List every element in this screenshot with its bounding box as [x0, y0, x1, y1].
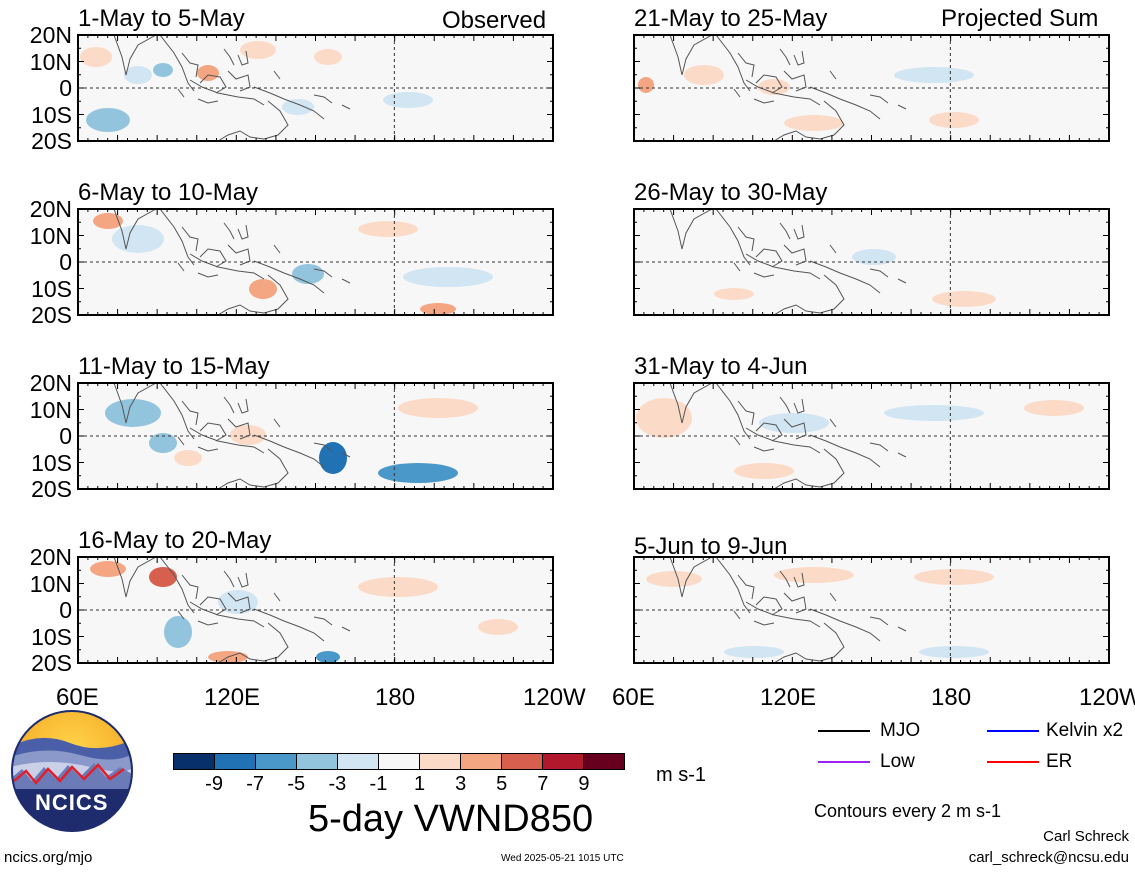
colorbar-swatch	[214, 754, 255, 769]
lat-label: 0	[59, 423, 72, 449]
observed-label: Observed	[442, 7, 547, 34]
map-panel-21-may-to-25-may	[633, 34, 1110, 142]
colorbar-tick-label: -7	[246, 773, 265, 795]
lat-label: 20S	[31, 128, 72, 154]
lon-label: 120W	[1079, 684, 1135, 711]
lon-label: 60E	[56, 684, 99, 711]
lat-label: 10S	[31, 275, 72, 302]
legend-line-mjo	[818, 730, 870, 732]
lon-label: 180	[931, 684, 972, 711]
colorbar-tick-label: -5	[287, 773, 306, 795]
panel-title: 21-May to 25-May	[634, 5, 828, 32]
colorbar-tick-label: 7	[537, 773, 549, 795]
plot-title: 5-day VWND850	[308, 798, 594, 840]
lat-label: 20S	[31, 650, 72, 676]
colorbar-swatch	[296, 754, 337, 769]
legend-label-mjo: MJO	[880, 720, 921, 741]
map-panel-6-may-to-10-may	[77, 208, 554, 316]
lat-label: 20N	[29, 370, 72, 396]
footer-email: carl_schreck@ncsu.edu	[968, 849, 1129, 866]
panel-title: 31-May to 4-Jun	[634, 353, 808, 380]
logo-text: NCICS	[35, 790, 109, 815]
lat-label: 10N	[29, 396, 72, 423]
lat-label: 20N	[29, 196, 72, 222]
lat-label: 10N	[29, 48, 72, 75]
lon-label: 120E	[760, 684, 817, 711]
legend-label-low: Low	[880, 751, 915, 772]
colorbar-swatch	[460, 754, 501, 769]
legend-label-er: ER	[1046, 751, 1073, 772]
colorbar-swatch	[378, 754, 419, 769]
colorbar-swatch	[542, 754, 583, 769]
lat-label: 20N	[29, 22, 72, 48]
colorbar-tick-label: -9	[205, 773, 223, 795]
colorbar-swatch	[337, 754, 378, 769]
colorbar-tick-label: 5	[496, 773, 508, 795]
lon-label: 120W	[523, 684, 586, 711]
colorbar-tick-label: 9	[578, 773, 590, 795]
colorbar-tick-label: 1	[413, 773, 426, 795]
map-panel-31-may-to-4-jun	[633, 382, 1110, 490]
legend-label-kelvin: Kelvin x2	[1046, 720, 1124, 741]
colorbar-tick-label: 3	[455, 773, 467, 795]
lat-label: 20S	[31, 302, 72, 328]
panel-title: 16-May to 20-May	[78, 527, 272, 554]
legend-line-kelvin	[987, 730, 1039, 732]
panel-title: 1-May to 5-May	[78, 5, 245, 32]
map-panel-26-may-to-30-may	[633, 208, 1110, 316]
map-panel-11-may-to-15-may	[77, 382, 554, 490]
lon-label: 60E	[612, 684, 655, 711]
lat-label: 20N	[29, 544, 72, 570]
legend-line-er	[987, 761, 1039, 763]
lon-label: 120E	[204, 684, 261, 711]
colorbar-tick-label: -3	[328, 773, 347, 795]
panel-title: 11-May to 15-May	[78, 353, 270, 380]
lon-label: 180	[375, 684, 416, 711]
lat-label: 10S	[31, 101, 72, 128]
colorbar	[173, 753, 625, 770]
lat-label: 0	[59, 249, 72, 275]
colorbar-units: m s-1	[656, 764, 706, 786]
panel-title: 6-May to 10-May	[78, 179, 259, 206]
colorbar-swatch	[255, 754, 296, 769]
ncics-logo	[11, 710, 133, 832]
map-panel-16-may-to-20-may	[77, 556, 554, 664]
footer-url: ncics.org/mjo	[4, 849, 93, 866]
lat-label: 10S	[31, 449, 72, 476]
panel-title: 26-May to 30-May	[634, 179, 828, 206]
map-panel-1-may-to-5-may	[77, 34, 554, 142]
footer-author: Carl Schreck	[1043, 828, 1129, 845]
lat-label: 0	[59, 75, 72, 101]
colorbar-swatch	[174, 754, 214, 769]
projected-sum-label: Projected Sum	[941, 5, 1099, 32]
map-panel-5-jun-to-9-jun	[633, 556, 1110, 664]
legend-line-low	[818, 761, 870, 763]
lat-label: 20S	[31, 476, 72, 502]
colorbar-tick-label: -1	[369, 773, 388, 795]
lat-label: 10S	[31, 623, 72, 650]
colorbar-swatch	[419, 754, 460, 769]
lat-label: 0	[59, 597, 72, 623]
contour-note: Contours every 2 m s-1	[814, 801, 1002, 821]
colorbar-swatch	[501, 754, 542, 769]
footer-timestamp: Wed 2025-05-21 1015 UTC	[501, 853, 624, 864]
lat-label: 10N	[29, 222, 72, 249]
lat-label: 10N	[29, 570, 72, 597]
colorbar-swatch	[583, 754, 624, 769]
panel-title: 5-Jun to 9-Jun	[634, 533, 788, 560]
